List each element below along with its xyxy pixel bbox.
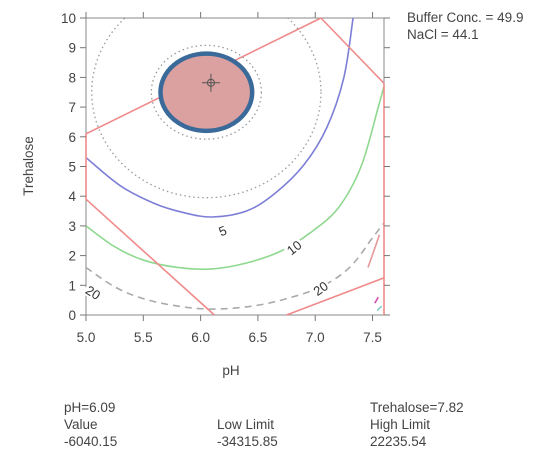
readout-middle: Low Limit -34315.85 <box>217 399 278 450</box>
low-limit-readout: -34315.85 <box>217 434 278 449</box>
contour-label-bg <box>282 236 306 259</box>
crosshair[interactable] <box>201 73 220 92</box>
dotted-contours <box>91 18 322 199</box>
dotted-contour <box>150 44 263 140</box>
buffer-conc-setting: Buffer Conc. = 49.9 <box>407 10 524 25</box>
constraint-line[interactable] <box>320 17 385 84</box>
y-tick-label: 2 <box>68 249 76 264</box>
contour-label: 20 <box>310 278 330 299</box>
y-tick-label: 1 <box>68 278 76 293</box>
x-tick-label: 6.0 <box>191 330 210 345</box>
contour-label-group: 5 <box>211 220 234 241</box>
y-tick-label: 5 <box>68 160 76 175</box>
constraint-line[interactable] <box>85 198 215 316</box>
factor-settings: Buffer Conc. = 49.9 NaCl = 44.1 <box>407 9 523 43</box>
value-readout: -6040.15 <box>64 434 118 449</box>
trehalose-readout: Trehalose=7.82 <box>370 400 464 415</box>
contour-label-bg <box>81 281 105 303</box>
nacl-setting: NaCl = 44.1 <box>407 27 479 42</box>
readout-right: Trehalose=7.82 High Limit 22235.54 <box>370 399 464 450</box>
x-tick-label: 5.5 <box>134 330 153 345</box>
optimum-region-ellipse <box>158 51 255 134</box>
low-limit-label: Low Limit <box>217 417 275 432</box>
contour-line-30 <box>367 234 381 268</box>
contour-label-group: 20 <box>308 277 332 300</box>
ph-readout: pH=6.09 <box>64 400 116 415</box>
y-tick-label: 3 <box>68 219 76 234</box>
high-limit-label: High Limit <box>370 417 431 432</box>
y-tick-label: 4 <box>68 189 76 204</box>
y-tick-label: 10 <box>61 11 76 26</box>
y-tick-label: 6 <box>68 130 76 145</box>
contour-label: 20 <box>83 282 103 302</box>
contour-lines <box>86 18 384 312</box>
y-tick-label: 0 <box>68 308 76 323</box>
x-tick-label: 7.0 <box>306 330 325 345</box>
y-tick-label: 8 <box>68 70 76 85</box>
high-limit-readout: 22235.54 <box>370 434 427 449</box>
y-axis-label: Trehalose <box>21 136 36 196</box>
contour-line-5 <box>86 18 354 218</box>
x-tick-label: 6.5 <box>249 330 268 345</box>
contour-line-10 <box>86 86 384 271</box>
x-tick-label: 5.0 <box>77 330 96 345</box>
dotted-contour <box>91 18 322 199</box>
contour-label-group: 20 <box>81 281 105 303</box>
contour-line-20 <box>86 222 384 310</box>
optimum-region <box>158 51 255 134</box>
contour-label-bg <box>308 277 332 300</box>
constraint-line[interactable] <box>286 277 385 316</box>
axis-ticks: 5.0 5.5 6.0 6.5 7.0 7.5 0 1 2 3 4 5 6 7 8 9 10 <box>61 11 390 345</box>
value-label: Value <box>64 417 98 432</box>
contour-line-50 <box>376 305 383 312</box>
x-axis-label: pH <box>222 363 239 378</box>
y-tick-label: 9 <box>68 41 76 56</box>
contour-line-40 <box>374 296 379 304</box>
contour-label-group: 10 <box>282 236 306 259</box>
readout-left: pH=6.09 Value -6040.15 <box>64 399 117 450</box>
crosshair-center[interactable] <box>206 78 215 87</box>
x-tick-label: 7.5 <box>363 330 382 345</box>
y-tick-label: 7 <box>68 100 76 115</box>
contour-label-bg <box>211 220 234 241</box>
